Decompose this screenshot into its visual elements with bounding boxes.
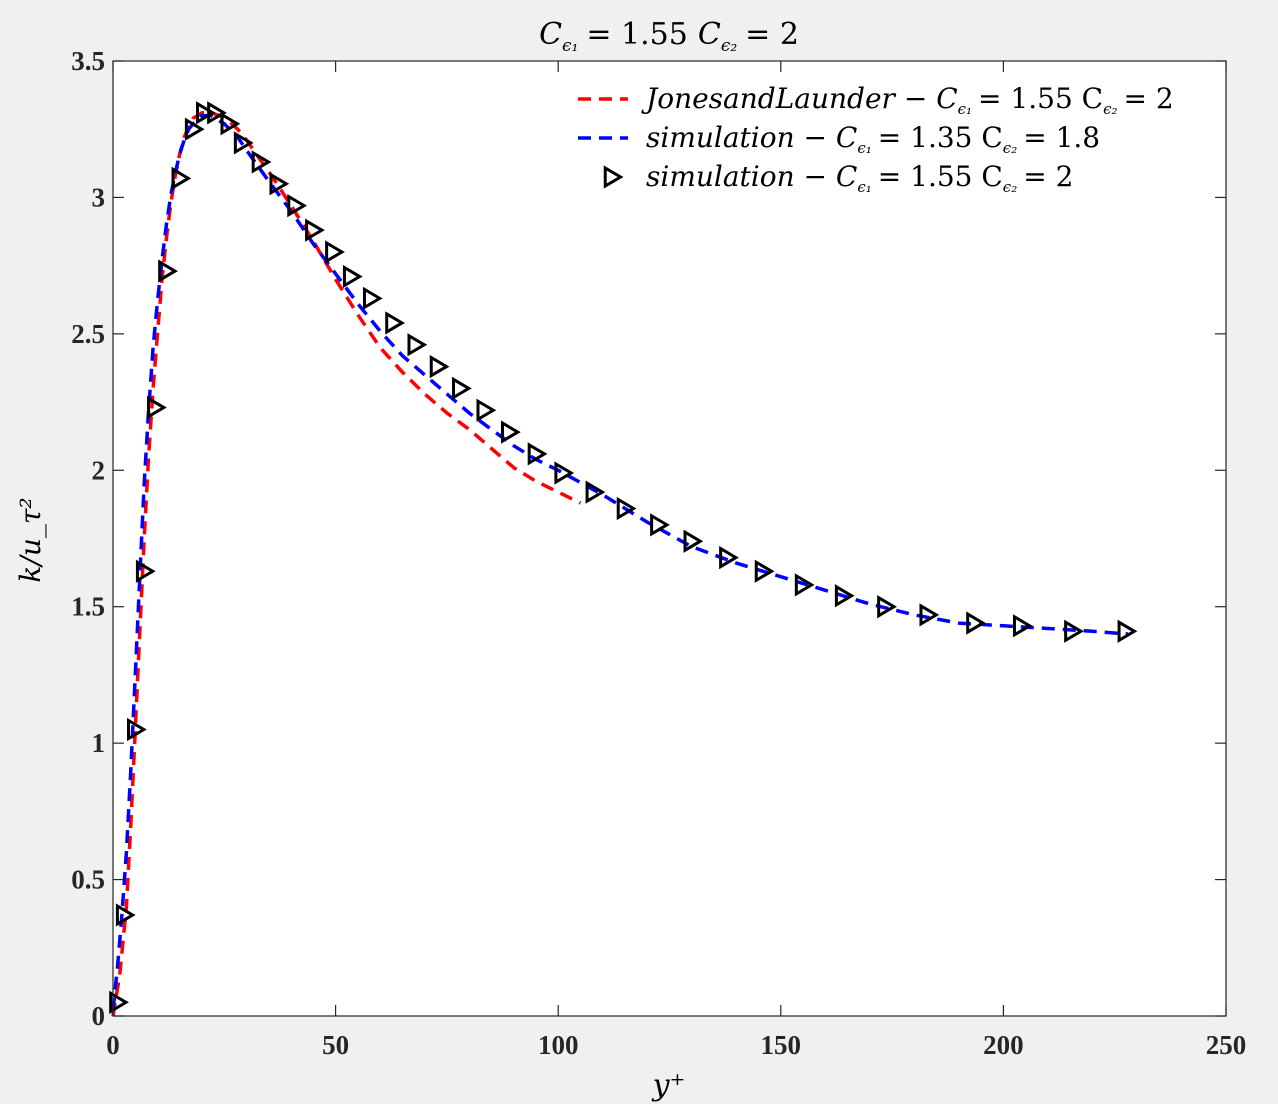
data-point-marker	[719, 545, 739, 570]
data-point-marker	[877, 595, 897, 619]
y-axis-label: k/u_τ²	[14, 497, 47, 582]
data-point-marker	[603, 165, 624, 189]
data-point-marker	[251, 150, 272, 174]
data-point-marker	[385, 311, 405, 335]
data-point-marker	[1012, 614, 1033, 638]
data-point-marker	[171, 166, 192, 190]
data-point-marker	[476, 398, 497, 422]
data-point-marker	[794, 573, 815, 597]
data-point-marker	[616, 496, 637, 521]
data-point-marker	[1064, 619, 1084, 643]
data-point-marker	[305, 218, 325, 242]
data-point-marker	[109, 990, 129, 1014]
x-tick-label: 50	[322, 1030, 349, 1060]
x-tick-label: 250	[1206, 1030, 1247, 1060]
data-point-marker	[585, 480, 606, 504]
legend-label: simulation − Cϵ₁ = 1.55 Cϵ₂ = 2	[646, 160, 1073, 196]
legend-item: JonesandLaunder − Cϵ₁ = 1.55 Cϵ₂ = 2	[578, 82, 1174, 118]
series-3	[109, 101, 1138, 1014]
data-point-marker	[834, 584, 855, 608]
data-point-marker	[650, 513, 670, 537]
plot-area	[113, 61, 1226, 1016]
data-point-marker	[184, 117, 205, 141]
data-point-marker	[362, 286, 383, 311]
data-point-marker	[158, 259, 178, 283]
x-tick-label: 0	[106, 1030, 120, 1060]
data-point-marker	[269, 172, 290, 196]
data-point-marker	[554, 461, 575, 485]
data-point-marker	[527, 442, 548, 466]
data-point-marker	[966, 611, 986, 635]
y-tick-label: 3	[92, 182, 106, 212]
data-point-marker	[207, 101, 227, 125]
data-point-marker	[407, 333, 428, 357]
data-point-marker	[127, 717, 147, 742]
data-point-marker	[919, 603, 940, 627]
data-point-marker	[196, 101, 216, 125]
data-point-marker	[115, 903, 136, 927]
data-point-marker	[683, 529, 704, 553]
data-point-marker	[500, 420, 521, 444]
data-point-marker	[452, 376, 472, 401]
y-tick-label: 2.5	[71, 319, 105, 349]
data-point-marker	[220, 112, 241, 136]
x-tick-label: 150	[761, 1030, 802, 1060]
legend-label: JonesandLaunder − Cϵ₁ = 1.55 Cϵ₂ = 2	[641, 82, 1174, 118]
series-line	[111, 111, 582, 1017]
data-point-marker	[429, 354, 450, 379]
data-point-marker	[147, 395, 167, 420]
data-point-marker	[135, 559, 156, 583]
y-tick-label: 2	[92, 455, 106, 485]
series-1	[111, 111, 582, 1017]
y-tick-label: 0	[92, 1001, 106, 1031]
series-layer	[109, 101, 1138, 1017]
data-point-marker	[325, 240, 345, 264]
y-tick-label: 0.5	[71, 865, 105, 895]
x-tick-label: 100	[538, 1030, 579, 1060]
legend: JonesandLaunder − Cϵ₁ = 1.55 Cϵ₂ = 2simula…	[578, 82, 1174, 196]
data-point-marker	[342, 264, 363, 289]
ticks-layer: 0 50 100 150 200 250 0 0.5 1 1.5 2 2.5 3 3.5	[71, 46, 1246, 1060]
y-tick-label: 1	[92, 728, 106, 758]
legend-label: simulation − Cϵ₁ = 1.35 Cϵ₂ = 1.8	[646, 121, 1100, 157]
chart-title: Cϵ₁ = 1.55 Cϵ₂ = 2	[539, 17, 799, 56]
data-point-marker	[1117, 619, 1138, 643]
axes-box	[112, 60, 1227, 1017]
x-tick-label: 200	[983, 1030, 1024, 1060]
series-line	[111, 113, 1129, 1011]
data-point-marker	[287, 193, 308, 218]
data-point-marker	[233, 131, 254, 155]
y-tick-label: 1.5	[71, 592, 105, 622]
legend-item: simulation − Cϵ₁ = 1.35 Cϵ₂ = 1.8	[578, 121, 1100, 157]
series-2	[111, 113, 1129, 1011]
legend-item: simulation − Cϵ₁ = 1.55 Cϵ₂ = 2	[603, 160, 1073, 196]
x-axis-label: y⁺	[651, 1068, 686, 1103]
y-tick-label: 3.5	[71, 46, 105, 76]
data-point-marker	[754, 559, 775, 583]
